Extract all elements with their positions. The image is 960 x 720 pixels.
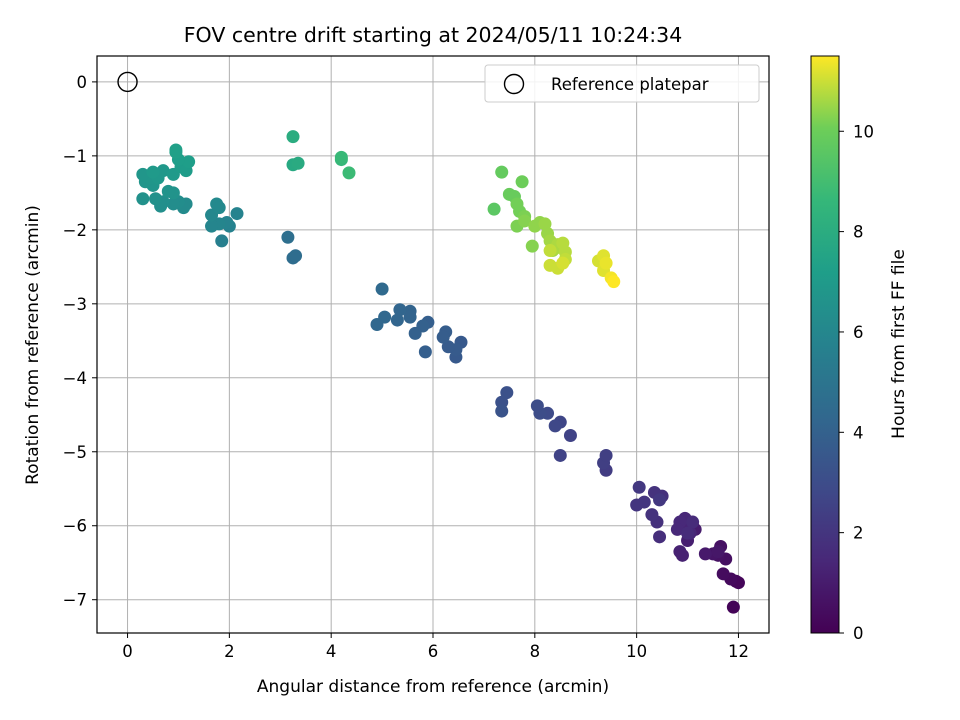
- data-point: [403, 310, 417, 324]
- y-tick-label: −3: [63, 295, 87, 314]
- data-point: [393, 303, 407, 317]
- legend: Reference platepar: [484, 64, 760, 103]
- y-tick-label: −6: [63, 517, 87, 536]
- data-point: [156, 164, 170, 178]
- y-tick-label: −1: [63, 147, 87, 166]
- data-point: [670, 522, 684, 536]
- data-point: [548, 419, 562, 433]
- data-point: [500, 386, 514, 400]
- x-axis-label: Angular distance from reference (arcmin): [257, 677, 609, 697]
- data-point: [518, 214, 532, 228]
- data-point: [230, 207, 244, 221]
- data-point: [334, 150, 348, 164]
- data-point: [418, 345, 432, 359]
- data-point: [686, 515, 700, 529]
- data-point: [716, 567, 730, 581]
- data-point: [205, 219, 219, 233]
- y-axis-label: Rotation from reference (arcmin): [23, 205, 43, 485]
- data-point: [441, 340, 455, 354]
- data-point: [408, 326, 422, 340]
- y-tick-label: −5: [63, 443, 87, 462]
- data-point: [599, 256, 613, 270]
- data-point: [495, 404, 509, 418]
- data-point: [375, 282, 389, 296]
- colorbar-tick-label: 4: [853, 423, 864, 442]
- data-point: [166, 197, 180, 211]
- data-point: [726, 600, 740, 614]
- x-tick-label: 6: [428, 642, 439, 661]
- legend-reference-marker: [503, 73, 525, 95]
- data-point: [632, 480, 646, 494]
- colorbar-tick-label: 0: [853, 624, 864, 643]
- x-tick-label: 4: [326, 642, 337, 661]
- colorbar-tick-label: 6: [853, 323, 864, 342]
- data-point: [289, 249, 303, 263]
- data-point: [215, 234, 229, 248]
- data-point: [212, 201, 226, 215]
- data-point: [599, 448, 613, 462]
- x-tick-label: 10: [626, 642, 647, 661]
- data-point: [553, 448, 567, 462]
- data-point: [525, 239, 539, 253]
- data-point: [653, 493, 667, 507]
- data-points: [136, 130, 745, 614]
- data-point: [436, 330, 450, 344]
- data-point: [681, 526, 695, 540]
- data-point: [711, 545, 725, 559]
- y-tick-label: −7: [63, 591, 87, 610]
- reference-platepar-marker: [117, 71, 138, 93]
- data-point: [281, 230, 295, 244]
- colorbar-ticks: 0 2 4 6 8 10: [839, 122, 874, 643]
- data-point: [556, 256, 570, 270]
- data-point: [169, 143, 183, 157]
- data-point: [607, 275, 621, 289]
- data-point: [630, 498, 644, 512]
- data-point: [495, 165, 509, 179]
- x-tick-label: 12: [728, 642, 749, 661]
- colorbar-tick-label: 8: [853, 223, 864, 242]
- data-point: [291, 156, 305, 170]
- y-tick-label: −4: [63, 369, 87, 388]
- data-point: [675, 548, 689, 562]
- data-point: [543, 244, 557, 258]
- data-point: [653, 530, 667, 544]
- data-point: [182, 155, 196, 169]
- axis-ticks: 0 2 4 6 8 10 12 0 −1 −2 −3 −4 −5 −6 −7: [63, 73, 749, 661]
- data-point: [698, 547, 712, 561]
- data-point: [487, 202, 501, 216]
- data-point: [342, 166, 356, 180]
- data-point: [563, 428, 577, 442]
- x-tick-label: 0: [122, 642, 133, 661]
- x-tick-label: 8: [530, 642, 541, 661]
- data-point: [515, 175, 529, 189]
- data-point: [136, 167, 150, 181]
- data-point: [390, 313, 404, 327]
- legend-box: [484, 64, 760, 103]
- x-tick-label: 2: [224, 642, 235, 661]
- data-point: [370, 318, 384, 332]
- data-point: [286, 130, 300, 144]
- colorbar-tick-label: 10: [853, 122, 874, 141]
- colorbar-label: Hours from first FF file: [889, 249, 909, 439]
- data-point: [146, 165, 160, 179]
- data-point: [645, 508, 659, 522]
- data-point: [149, 192, 163, 206]
- chart-title: FOV centre drift starting at 2024/05/11 …: [184, 23, 683, 47]
- colorbar-tick-label: 2: [853, 524, 864, 543]
- grid-lines: [97, 56, 769, 633]
- legend-entry-reference: Reference platepar: [551, 75, 709, 94]
- colorbar: [810, 55, 840, 634]
- data-point: [530, 399, 544, 413]
- data-point: [161, 184, 175, 198]
- y-tick-label: 0: [77, 73, 88, 92]
- data-point: [136, 192, 150, 206]
- y-tick-label: −2: [63, 221, 87, 240]
